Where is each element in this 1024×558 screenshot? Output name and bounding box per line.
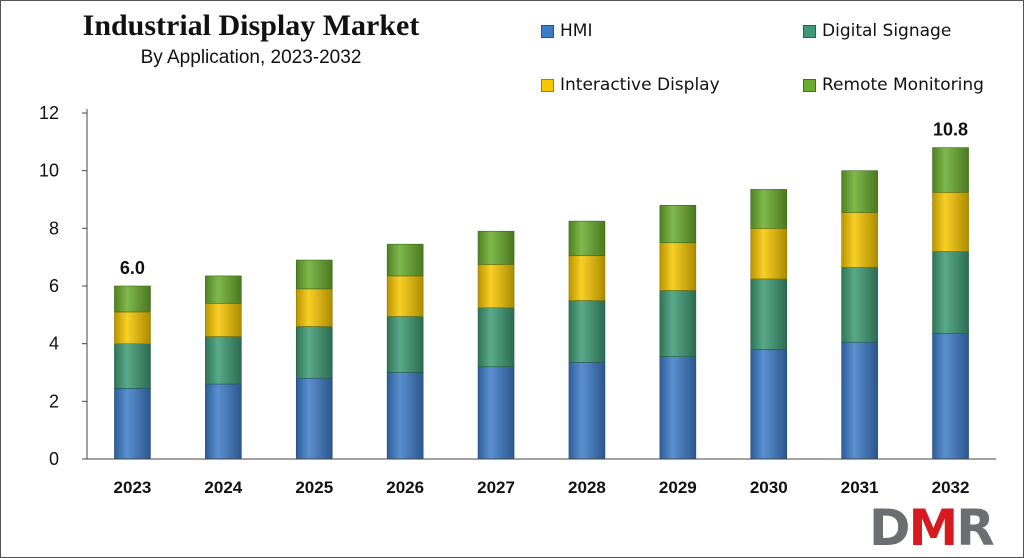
logo-letter-r: R [956, 499, 994, 557]
y-tick-label: 8 [49, 218, 59, 238]
bar-segment-interactive-display-2031 [841, 212, 878, 268]
legend-item-interactive-display: Interactive Display [541, 75, 720, 95]
y-axis: 0 2 4 6 8 10 12 [39, 103, 88, 469]
y-tick-label: 0 [49, 449, 59, 469]
legend-label-digital-signage: Digital Signage [822, 21, 952, 41]
chart-subtitle: By Application, 2023-2032 [140, 47, 362, 68]
x-tick-label: 2023 [114, 478, 152, 497]
total-label-2023: 6.0 [120, 258, 145, 278]
legend-swatch-hmi [541, 24, 554, 38]
legend-swatch-remote-monitoring [803, 78, 816, 92]
chart-title: Industrial Display Market [82, 9, 420, 42]
bar-segment-remote-monitoring-2031 [841, 170, 878, 213]
legend-item-hmi: HMI [541, 21, 592, 41]
legend-item-remote-monitoring: Remote Monitoring [803, 75, 984, 95]
bar-segment-digital-signage-2028 [568, 300, 606, 363]
bar-segment-remote-monitoring-2027 [477, 230, 515, 265]
bar-segment-interactive-display-2032 [932, 191, 969, 252]
bar-segment-hmi-2028 [568, 362, 606, 460]
legend-swatch-interactive-display [541, 78, 554, 92]
y-tick-label: 6 [49, 276, 59, 296]
x-tick-label: 2029 [659, 478, 697, 497]
dmr-logo: DMR [869, 501, 1019, 556]
legend-label-hmi: HMI [560, 21, 593, 41]
x-tick-label: 2028 [568, 478, 606, 497]
logo-letter-m: M [908, 499, 959, 557]
y-tick-label: 12 [39, 103, 59, 123]
bar-segment-interactive-display-2026 [386, 275, 424, 317]
bar-segment-remote-monitoring-2025 [295, 259, 333, 290]
bar-segment-hmi-2024 [205, 383, 242, 460]
x-tick-label: 2030 [750, 478, 788, 497]
bar-segment-hmi-2029 [659, 356, 697, 460]
bar-segment-hmi-2025 [295, 377, 333, 460]
x-tick-label: 2024 [204, 478, 242, 497]
bar-segment-remote-monitoring-2028 [568, 220, 606, 257]
bar-segment-interactive-display-2025 [295, 288, 333, 327]
y-tick-label: 4 [49, 334, 59, 354]
bar-segment-interactive-display-2029 [659, 242, 697, 291]
bar-segment-digital-signage-2026 [386, 315, 424, 373]
bar-segment-remote-monitoring-2029 [659, 204, 697, 244]
bar-segment-remote-monitoring-2032 [932, 147, 969, 193]
legend-item-digital-signage: Digital Signage [803, 21, 951, 41]
bar-segment-remote-monitoring-2030 [750, 189, 788, 229]
bar-segment-remote-monitoring-2024 [205, 275, 242, 304]
bar-segment-remote-monitoring-2026 [386, 243, 424, 277]
bar-segment-hmi-2027 [477, 366, 515, 460]
total-label-2032: 10.8 [933, 120, 968, 140]
legend-swatch-digital-signage [803, 24, 816, 38]
logo-letter-d: D [869, 499, 910, 557]
bar-segment-hmi-2023 [114, 388, 151, 460]
bar-segment-hmi-2026 [386, 372, 424, 460]
bar-segment-hmi-2030 [750, 349, 788, 460]
bar-segment-interactive-display-2023 [114, 311, 151, 344]
x-tick-label: 2031 [841, 478, 879, 497]
bar-segment-digital-signage-2023 [114, 343, 151, 389]
bar-segment-digital-signage-2027 [477, 307, 515, 368]
bar-segment-hmi-2031 [841, 341, 878, 460]
x-tick-label: 2026 [386, 478, 424, 497]
x-axis: 2023 2024 2025 2026 2027 2028 2029 2030 2031 2032 [87, 458, 996, 497]
x-tick-label: 2027 [477, 478, 515, 497]
bar-segment-interactive-display-2024 [205, 302, 242, 337]
bar-segment-interactive-display-2027 [477, 264, 515, 308]
bars [114, 147, 969, 460]
bar-segment-interactive-display-2030 [750, 228, 788, 280]
bar-segment-digital-signage-2025 [295, 326, 333, 379]
legend-label-interactive-display: Interactive Display [560, 75, 720, 95]
bar-segment-digital-signage-2030 [750, 278, 788, 350]
bar-segment-interactive-display-2028 [568, 255, 606, 301]
y-tick-label: 2 [49, 391, 59, 411]
x-tick-label: 2025 [295, 478, 333, 497]
bar-segment-digital-signage-2024 [205, 336, 242, 385]
y-tick-label: 10 [39, 161, 59, 181]
x-tick-label: 2032 [932, 478, 970, 497]
total-labels: 6.0 10.8 [120, 120, 968, 278]
bar-segment-remote-monitoring-2023 [114, 285, 151, 313]
bar-segment-digital-signage-2032 [932, 251, 969, 334]
legend-label-remote-monitoring: Remote Monitoring [822, 75, 984, 95]
bar-segment-hmi-2032 [932, 333, 969, 460]
bar-segment-digital-signage-2031 [841, 266, 878, 343]
bar-segment-digital-signage-2029 [659, 290, 697, 357]
